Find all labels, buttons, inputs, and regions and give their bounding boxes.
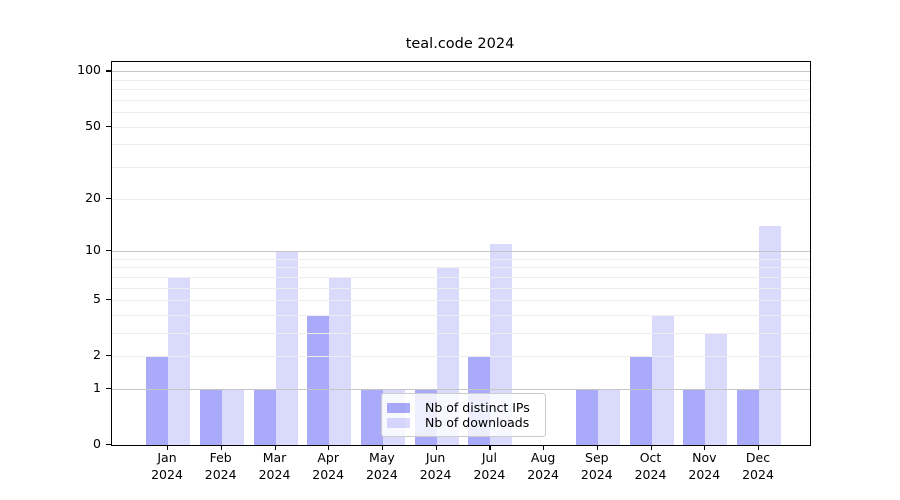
x-tick-oct bbox=[650, 445, 652, 451]
y-tick-label-100: 100 bbox=[77, 62, 101, 78]
gridline-30 bbox=[112, 167, 810, 168]
bar-distinct-ips-oct bbox=[629, 356, 652, 445]
y-tick-5 bbox=[106, 299, 111, 301]
gridline-4 bbox=[112, 314, 810, 316]
bar-downloads-mar bbox=[275, 250, 298, 445]
bar-downloads-oct bbox=[651, 314, 674, 445]
x-tick-label-dec: Dec 2024 bbox=[742, 450, 774, 482]
bar-distinct-ips-sep bbox=[575, 388, 598, 445]
chart-title: teal.code 2024 bbox=[405, 36, 515, 52]
gridline-80 bbox=[112, 89, 810, 91]
bar-distinct-ips-mar bbox=[253, 388, 276, 445]
gridline-2 bbox=[112, 356, 810, 358]
x-tick-feb bbox=[220, 445, 222, 451]
y-tick-10 bbox=[106, 249, 111, 252]
bar-distinct-ips-dec bbox=[737, 388, 759, 445]
gridline-100 bbox=[112, 71, 810, 73]
x-tick-label-jun: Jun 2024 bbox=[419, 450, 452, 482]
x-tick-jul bbox=[489, 445, 491, 451]
gridline-3 bbox=[112, 332, 810, 334]
x-tick-dec bbox=[758, 445, 760, 451]
bar-distinct-ips-apr bbox=[307, 314, 330, 445]
x-tick-jun bbox=[435, 445, 437, 451]
x-tick-jan bbox=[167, 445, 169, 451]
legend-swatch-downloads bbox=[387, 417, 410, 428]
x-tick-may bbox=[381, 445, 384, 451]
x-tick-mar bbox=[274, 445, 276, 451]
gridline-9 bbox=[112, 258, 810, 260]
gridline-7 bbox=[112, 276, 810, 278]
bar-distinct-ips-feb bbox=[199, 388, 222, 445]
y-tick-label-0: 0 bbox=[93, 436, 101, 451]
bar-distinct-ips-jan bbox=[146, 356, 168, 445]
x-tick-label-feb: Feb 2024 bbox=[204, 450, 237, 482]
y-tick-label-5: 5 bbox=[93, 291, 101, 306]
gridline-8 bbox=[112, 267, 810, 269]
x-tick-label-jul: Jul 2024 bbox=[473, 450, 506, 482]
gridline-10 bbox=[112, 250, 810, 252]
y-tick-label-1: 1 bbox=[93, 379, 101, 395]
x-tick-label-mar: Mar 2024 bbox=[258, 450, 291, 482]
bar-downloads-feb bbox=[221, 388, 244, 445]
gridline-40 bbox=[112, 144, 810, 146]
gridline-90 bbox=[112, 79, 810, 81]
x-tick-nov bbox=[704, 445, 706, 451]
bar-downloads-apr bbox=[329, 276, 352, 445]
legend-swatch-distinct-ips bbox=[387, 402, 410, 413]
x-tick-label-jan: Jan 2024 bbox=[151, 450, 183, 482]
y-tick-20 bbox=[106, 197, 111, 199]
x-tick-apr bbox=[328, 445, 330, 451]
legend-row-downloads: Nb of downloads bbox=[387, 415, 537, 430]
y-tick-label-10: 10 bbox=[85, 241, 101, 257]
bar-downloads-sep bbox=[597, 388, 620, 445]
y-tick-50 bbox=[106, 125, 111, 127]
x-tick-label-aug: Aug 2024 bbox=[527, 450, 559, 482]
legend-row-distinct-ips: Nb of distinct IPs bbox=[387, 400, 537, 415]
plot-area: Nb of distinct IPs Nb of downloads bbox=[111, 61, 811, 446]
x-tick-label-nov: Nov 2024 bbox=[688, 450, 721, 482]
legend: Nb of distinct IPs Nb of downloads bbox=[381, 393, 546, 437]
gridline-1 bbox=[112, 388, 810, 390]
y-tick-label-20: 20 bbox=[85, 189, 101, 205]
gridline-5 bbox=[112, 300, 810, 301]
bar-distinct-ips-nov bbox=[683, 388, 706, 445]
legend-label-distinct-ips: Nb of distinct IPs bbox=[425, 400, 530, 415]
y-tick-1 bbox=[106, 387, 111, 390]
gridline-70 bbox=[112, 99, 810, 101]
x-tick-label-apr: Apr 2024 bbox=[312, 450, 345, 482]
y-tick-label-2: 2 bbox=[93, 347, 101, 363]
gridline-6 bbox=[112, 287, 810, 289]
y-tick-2 bbox=[106, 355, 111, 357]
x-tick-aug bbox=[543, 445, 545, 451]
y-tick-100 bbox=[106, 70, 111, 72]
x-tick-sep bbox=[596, 445, 598, 451]
bar-downloads-jan bbox=[168, 276, 190, 445]
x-tick-label-may: May 2024 bbox=[365, 450, 398, 482]
x-tick-label-sep: Sep 2024 bbox=[580, 450, 613, 482]
x-tick-label-oct: Oct 2024 bbox=[634, 450, 667, 482]
legend-label-downloads: Nb of downloads bbox=[425, 415, 530, 430]
gridline-60 bbox=[112, 112, 810, 114]
bar-distinct-ips-may bbox=[360, 388, 383, 445]
gridline-20 bbox=[112, 198, 810, 200]
y-tick-0 bbox=[106, 444, 111, 446]
bar-downloads-dec bbox=[759, 225, 781, 445]
gridline-50 bbox=[112, 126, 810, 128]
y-tick-label-50: 50 bbox=[85, 117, 101, 133]
